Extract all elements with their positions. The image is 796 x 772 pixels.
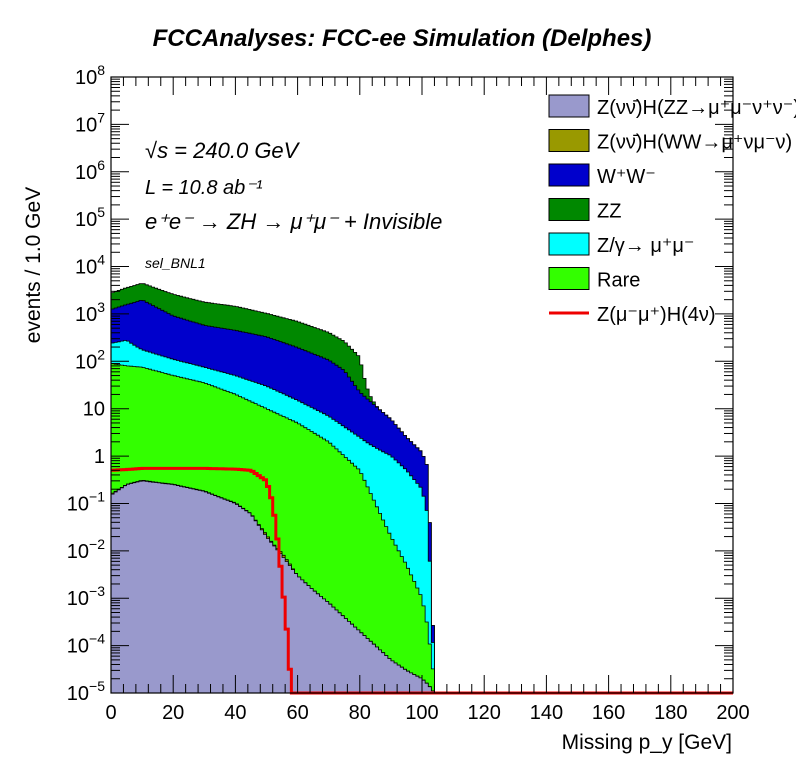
sqrt-s-label: √s = 240.0 GeV (145, 138, 301, 163)
axes: 0 20 40 60 80 100 120 140 160 180 200 10−5 10−4 10−3 1… (67, 62, 750, 724)
legend-label: ZZ (597, 201, 621, 223)
y-tick-label: 108 (75, 62, 105, 89)
y-tick-label: 10−4 (67, 631, 105, 658)
selection-label: sel_BNL1 (145, 255, 206, 271)
x-tick-label: 180 (654, 702, 687, 724)
y-tick-label: 107 (75, 109, 105, 136)
x-tick-label: 80 (349, 702, 371, 724)
y-tick-label: 106 (75, 157, 105, 184)
x-tick-label: 40 (224, 702, 246, 724)
x-tick-label: 0 (105, 702, 116, 724)
x-tick-label: 200 (716, 702, 749, 724)
legend-swatch (548, 163, 590, 187)
y-tick-label: 105 (75, 204, 105, 231)
y-tick-label: 10−3 (67, 583, 105, 610)
y-tick-label: 10 (83, 399, 105, 421)
legend-label: Z(νν̄)H(ZZ→μ⁺μ⁻ν⁺ν⁻) (597, 97, 796, 119)
legend-label: Z(μ⁻μ⁺)H(4ν) (597, 304, 716, 326)
legend-label: Rare (597, 270, 640, 292)
legend-swatch (548, 129, 590, 152)
x-tick-label: 100 (405, 702, 438, 724)
y-tick-label: 10−5 (67, 678, 105, 705)
x-tick-label: 60 (286, 702, 308, 724)
legend-swatch (548, 198, 590, 221)
legend-swatch (548, 94, 590, 118)
x-axis-label: Missing p_y [GeV] (562, 731, 732, 754)
y-tick-label: 102 (75, 346, 105, 373)
legend-label: W⁺W⁻ (597, 166, 656, 188)
legend-label: Z(νν̄)H(WW→μ⁺νμ⁻ν) (597, 132, 792, 154)
x-tick-label: 140 (530, 702, 563, 724)
legend-label: Z/γ→ μ⁺μ⁻ (597, 235, 695, 257)
x-tick-label: 20 (162, 702, 184, 724)
x-tick-label: 160 (592, 702, 625, 724)
y-axis-label: events / 1.0 GeV (22, 187, 45, 343)
legend-swatch (548, 232, 590, 256)
chart-title: FCCAnalyses: FCC-ee Simulation (Delphes) (153, 25, 652, 52)
y-tick-label: 104 (75, 252, 105, 279)
lumi-label: L = 10.8 ab⁻¹ (145, 177, 263, 199)
y-tick-label: 10−2 (67, 536, 105, 563)
y-tick-label: 10−1 (67, 488, 105, 515)
x-tick-label: 120 (468, 702, 501, 724)
annotations: √s = 240.0 GeV L = 10.8 ab⁻¹ e⁺e⁻ → ZH →… (145, 138, 442, 271)
process-label: e⁺e⁻ → ZH → μ⁺μ⁻ + Invisible (145, 209, 442, 234)
y-tick-label: 103 (75, 299, 105, 326)
legend: Z(νν̄)H(ZZ→μ⁺μ⁻ν⁺ν⁻) Z(νν̄)H(WW→μ⁺νμ⁻ν) W⁺… (548, 94, 796, 326)
plot-area (110, 283, 733, 695)
y-tick-label: 1 (94, 446, 105, 468)
legend-swatch (548, 267, 590, 290)
